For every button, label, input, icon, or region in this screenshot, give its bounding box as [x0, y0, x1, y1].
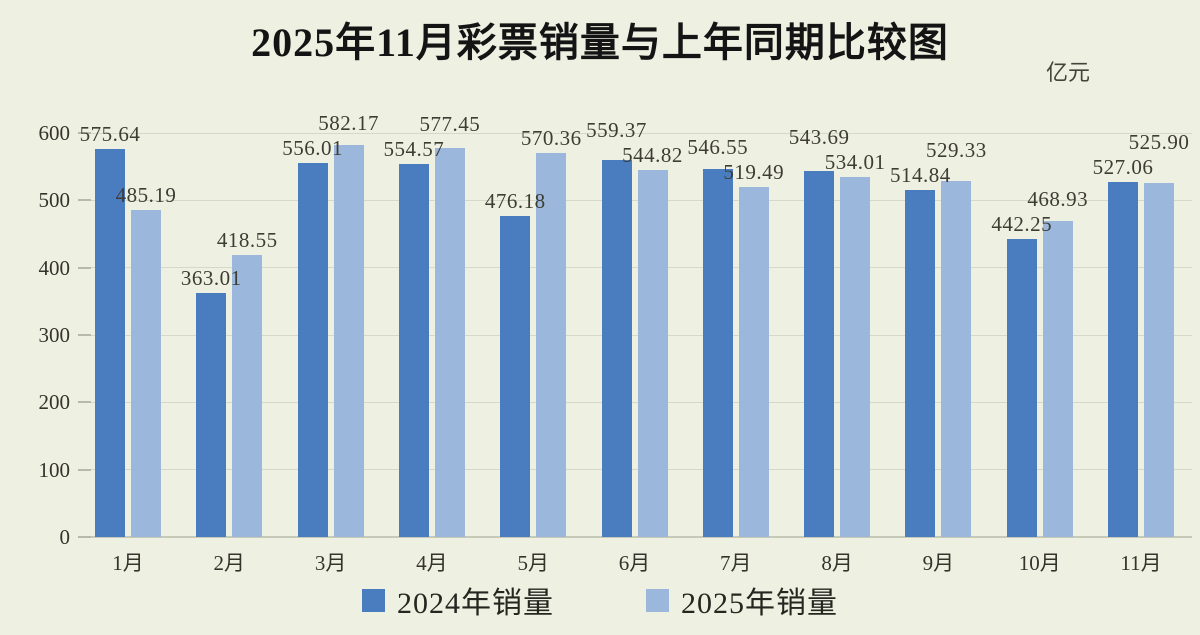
x-axis-label-5月: 5月	[517, 551, 549, 575]
bar-2025-7月	[738, 187, 769, 537]
y-axis-label-400: 400	[38, 255, 71, 280]
gridline-500	[80, 199, 1192, 201]
bar-label-2025-1月: 485.19	[115, 183, 177, 208]
x-axis-line	[80, 536, 1192, 538]
legend: 2024年销量 2025年销量	[0, 582, 1200, 620]
bar-2025-4月	[434, 148, 465, 537]
y-axis-label-200: 200	[38, 390, 71, 415]
bar-2024-6月	[601, 160, 632, 537]
y-axis-tick-300	[78, 334, 91, 336]
x-axis-label-4月: 4月	[416, 551, 448, 575]
bar-2025-10月	[1042, 221, 1073, 537]
legend-swatch-2025-icon	[646, 588, 669, 612]
bar-label-2024-3月: 556.01	[282, 135, 343, 160]
gridline-300	[80, 334, 1192, 336]
chart-title: 2025年11月彩票销量与上年同期比较图	[251, 20, 949, 65]
x-axis-label-9月: 9月	[922, 551, 955, 575]
legend-item-2024: 2024年销量	[362, 578, 554, 622]
x-axis-label-2月: 2月	[213, 551, 246, 575]
bar-2025-5月	[536, 152, 567, 537]
gridline-100	[80, 469, 1192, 471]
x-axis-label-3月: 3月	[314, 551, 347, 575]
y-axis-tick-0	[78, 536, 91, 538]
bar-2024-3月	[297, 162, 328, 537]
bar-2025-9月	[941, 180, 972, 537]
bar-2025-11月	[1144, 182, 1174, 537]
bar-2025-2月	[232, 255, 263, 537]
legend-item-2025: 2025年销量	[646, 578, 838, 622]
y-axis-tick-600	[78, 132, 91, 134]
x-axis-label-11月: 11月	[1120, 551, 1162, 575]
bar-label-2024-4月: 554.57	[383, 136, 445, 161]
y-axis-label-600: 600	[38, 121, 71, 145]
bar-2024-9月	[905, 190, 936, 537]
bar-label-2024-5月: 476.18	[484, 189, 546, 214]
gridline-600	[80, 132, 1192, 134]
bar-label-2024-10月: 442.25	[991, 212, 1053, 237]
y-axis-label-300: 300	[38, 323, 71, 347]
y-axis-label-100: 100	[38, 457, 71, 482]
bar-label-2025-9月: 529.33	[926, 138, 987, 163]
y-axis-label-0: 0	[59, 525, 71, 549]
y-axis-tick-500	[78, 199, 91, 202]
bar-label-2024-9月: 514.84	[890, 163, 951, 188]
x-axis-label-7月: 7月	[720, 551, 752, 575]
bar-label-2025-6月: 544.82	[622, 143, 683, 168]
bar-label-2024-2月: 363.01	[180, 265, 242, 290]
bar-2024-10月	[1006, 239, 1037, 537]
gridline-200	[80, 401, 1192, 403]
bar-label-2024-11月: 527.06	[1092, 155, 1154, 180]
bar-2025-3月	[333, 145, 364, 537]
x-axis-label-1月: 1月	[112, 551, 144, 575]
bar-label-2024-1月: 575.64	[79, 122, 141, 147]
y-axis-tick-100	[78, 468, 91, 471]
bar-label-2025-4月: 577.45	[419, 111, 481, 136]
bar-2024-7月	[702, 168, 733, 537]
bar-label-2025-11月: 525.90	[1128, 130, 1190, 155]
bar-2024-4月	[398, 163, 429, 537]
bar-2024-8月	[804, 170, 835, 537]
x-axis-label-6月: 6月	[618, 551, 651, 575]
gridline-400	[80, 267, 1192, 269]
bar-label-2025-3月: 582.17	[318, 110, 379, 135]
y-axis-unit-label: 亿元	[1045, 60, 1090, 85]
bar-label-2025-2月: 418.55	[216, 228, 278, 253]
bar-label-2025-8月: 534.01	[824, 150, 886, 175]
legend-swatch-2024-icon	[362, 588, 385, 612]
bar-2025-8月	[840, 177, 871, 537]
bar-2024-5月	[500, 216, 531, 537]
bar-label-2024-8月: 543.69	[788, 125, 850, 150]
bar-label-2025-10月: 468.93	[1027, 187, 1089, 212]
bar-2025-1月	[131, 210, 161, 537]
bar-2025-6月	[637, 170, 668, 537]
bar-label-2024-6月: 559.37	[586, 118, 647, 143]
bar-2024-2月	[196, 292, 227, 537]
x-axis-label-10月: 10月	[1018, 551, 1061, 575]
bar-label-2025-5月: 570.36	[520, 125, 582, 150]
y-axis-label-500: 500	[38, 188, 71, 213]
y-axis-tick-400	[78, 266, 91, 269]
legend-label-2024: 2024年销量	[397, 587, 554, 620]
bar-label-2024-7月: 546.55	[687, 135, 749, 160]
bar-2024-1月	[95, 149, 125, 537]
bar-label-2025-7月: 519.49	[723, 160, 785, 185]
x-axis-label-8月: 8月	[821, 551, 853, 575]
legend-label-2025: 2025年销量	[681, 587, 838, 620]
bar-2024-11月	[1108, 182, 1138, 537]
y-axis-tick-200	[78, 401, 91, 404]
